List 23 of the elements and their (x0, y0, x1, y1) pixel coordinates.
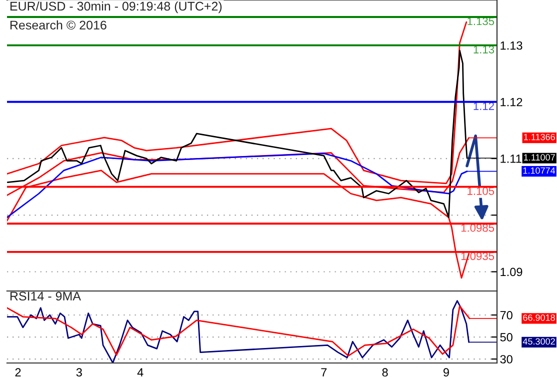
y-tick-label: 1.11 (500, 154, 522, 163)
ref-line-label: 1.12 (474, 102, 494, 110)
chart-title: RSI14 - 9MA (10, 292, 81, 301)
data-label: 1.11366 (524, 134, 555, 140)
data-label: 45.3002 (522, 338, 555, 345)
data-label: 66.9018 (523, 314, 555, 321)
x-tick-label: 3 (76, 368, 82, 377)
x-tick-label: 2 (15, 368, 21, 376)
y-tick-label: 50 (500, 333, 512, 342)
annotation: Research © 2016 (10, 20, 106, 30)
y-tick-label: 30 (500, 355, 512, 364)
y-tick-label: 70 (500, 311, 512, 320)
chart-title: EUR/USD - 30min - 09:19:48 (UTC+2) (10, 1, 222, 14)
data-label: 1.11007 (524, 154, 555, 161)
x-tick-label: 9 (443, 368, 449, 377)
y-tick-label: 1.12 (500, 98, 522, 106)
x-tick-label: 4 (137, 368, 144, 376)
y-tick-label: 1.09 (500, 268, 522, 276)
ref-line-label: 1.13 (474, 46, 494, 54)
x-tick-label: 8 (382, 368, 388, 377)
y-tick-label: 1.13 (500, 41, 522, 50)
data-label: 1.10774 (523, 167, 556, 174)
x-tick-label: 7 (321, 368, 327, 376)
